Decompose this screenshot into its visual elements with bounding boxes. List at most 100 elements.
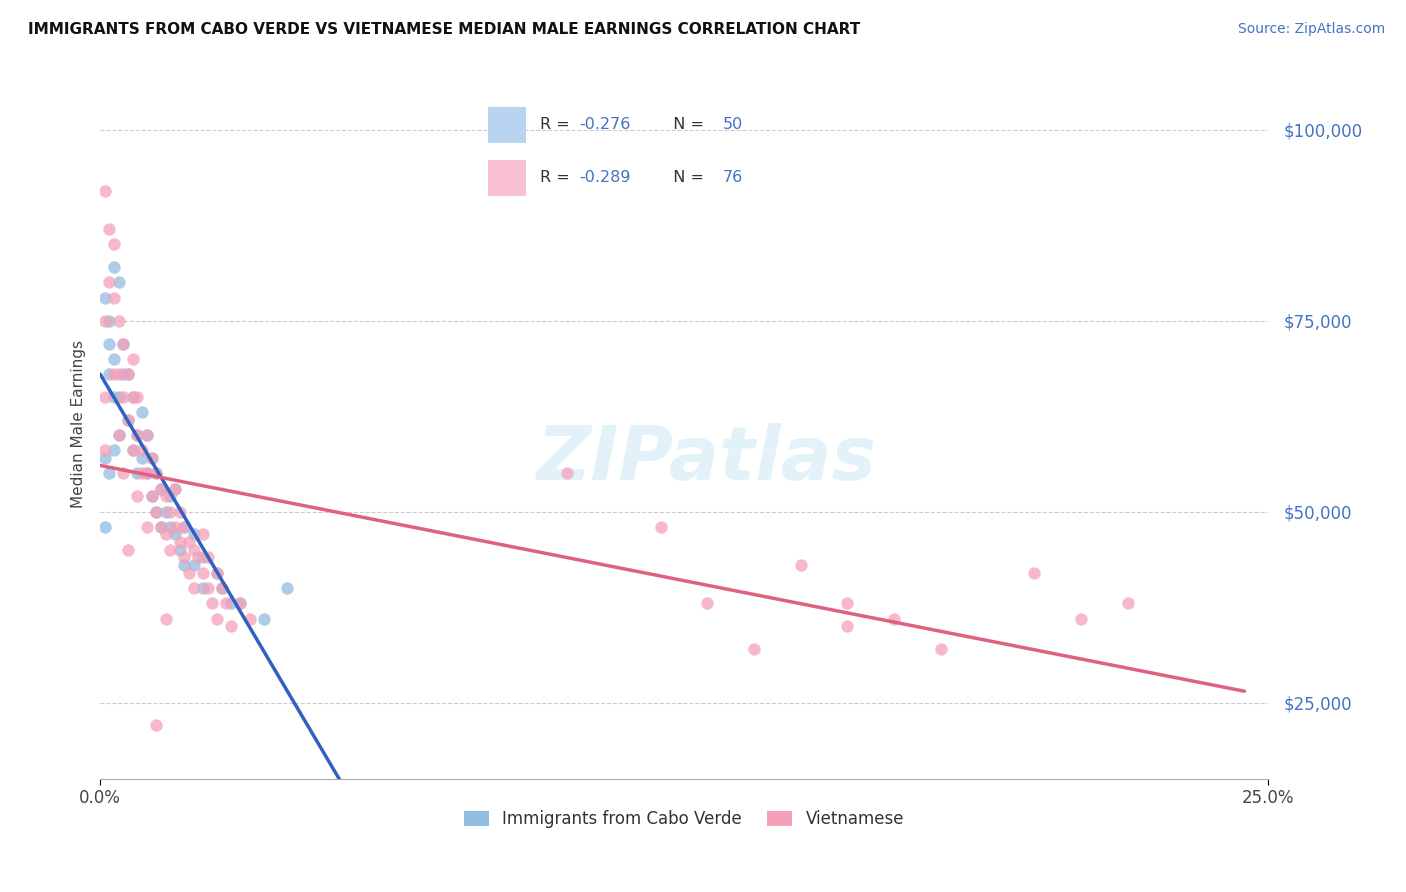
Point xyxy=(883,611,905,625)
Point xyxy=(191,566,214,580)
Point xyxy=(135,520,157,534)
Point xyxy=(215,596,238,610)
Point xyxy=(163,482,186,496)
Point xyxy=(929,642,952,657)
Legend: Immigrants from Cabo Verde, Vietnamese: Immigrants from Cabo Verde, Vietnamese xyxy=(457,803,911,835)
Point xyxy=(145,505,167,519)
Point xyxy=(135,428,157,442)
Point xyxy=(163,520,186,534)
Point xyxy=(239,611,262,625)
Point xyxy=(103,237,125,252)
Point xyxy=(219,619,242,633)
Point xyxy=(94,313,117,327)
Point xyxy=(205,566,228,580)
Text: Source: ZipAtlas.com: Source: ZipAtlas.com xyxy=(1237,22,1385,37)
Point xyxy=(103,291,125,305)
Point xyxy=(149,482,172,496)
Point xyxy=(211,581,233,595)
Point xyxy=(177,566,200,580)
Point xyxy=(169,542,191,557)
Point xyxy=(163,482,186,496)
Point xyxy=(149,520,172,534)
Point xyxy=(155,505,177,519)
Point xyxy=(94,443,117,458)
Point xyxy=(191,581,214,595)
Point xyxy=(696,596,718,610)
Point xyxy=(135,467,157,481)
Point xyxy=(183,581,205,595)
Point xyxy=(108,390,131,404)
Point xyxy=(173,520,195,534)
Point xyxy=(169,505,191,519)
Point xyxy=(135,467,157,481)
Point xyxy=(155,489,177,503)
Point xyxy=(219,596,242,610)
Point xyxy=(103,443,125,458)
Point xyxy=(837,596,859,610)
Point xyxy=(94,451,117,466)
Point xyxy=(205,611,228,625)
Point xyxy=(187,550,209,565)
Point xyxy=(112,467,135,481)
Point xyxy=(229,596,252,610)
Point xyxy=(837,619,859,633)
Point xyxy=(790,558,813,572)
Point xyxy=(650,520,672,534)
Point xyxy=(108,367,131,381)
Point xyxy=(131,467,153,481)
Point xyxy=(145,505,167,519)
Point xyxy=(211,581,233,595)
Point xyxy=(742,642,765,657)
Point xyxy=(1024,566,1046,580)
Point xyxy=(103,260,125,274)
Point xyxy=(173,558,195,572)
Point xyxy=(103,390,125,404)
Point xyxy=(98,222,121,236)
Point xyxy=(229,596,252,610)
Point xyxy=(155,611,177,625)
Point xyxy=(103,367,125,381)
Point xyxy=(117,413,139,427)
Point xyxy=(121,443,143,458)
Point xyxy=(112,367,135,381)
Point xyxy=(183,527,205,541)
Point xyxy=(121,390,143,404)
Point xyxy=(94,520,117,534)
Point xyxy=(197,550,219,565)
Point xyxy=(127,489,149,503)
Point xyxy=(173,520,195,534)
Point xyxy=(94,291,117,305)
Point xyxy=(108,428,131,442)
Point xyxy=(121,443,143,458)
Point xyxy=(149,482,172,496)
Point xyxy=(141,451,163,466)
Point xyxy=(183,558,205,572)
Point xyxy=(163,527,186,541)
Point xyxy=(191,550,214,565)
Point xyxy=(252,611,274,625)
Point xyxy=(112,336,135,351)
Point xyxy=(1070,611,1092,625)
Point xyxy=(555,467,578,481)
Point xyxy=(191,527,214,541)
Point xyxy=(112,390,135,404)
Point xyxy=(98,367,121,381)
Point xyxy=(183,542,205,557)
Point xyxy=(94,184,117,198)
Point xyxy=(145,718,167,732)
Point xyxy=(94,390,117,404)
Point xyxy=(117,413,139,427)
Point xyxy=(155,527,177,541)
Point xyxy=(108,276,131,290)
Point xyxy=(103,351,125,366)
Point xyxy=(121,390,143,404)
Point xyxy=(117,542,139,557)
Point xyxy=(201,596,224,610)
Point xyxy=(159,505,181,519)
Point xyxy=(131,405,153,419)
Point xyxy=(98,276,121,290)
Point xyxy=(127,428,149,442)
Point xyxy=(159,542,181,557)
Point xyxy=(117,367,139,381)
Point xyxy=(108,428,131,442)
